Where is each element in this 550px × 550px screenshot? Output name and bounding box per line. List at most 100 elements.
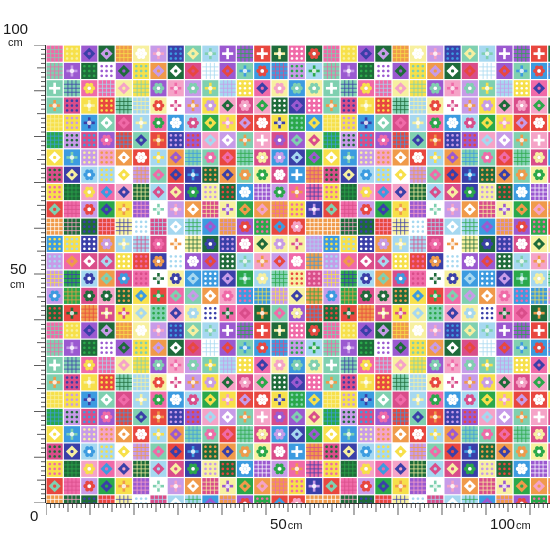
patch-square	[461, 357, 478, 374]
patch-square	[185, 460, 202, 477]
patch-square	[444, 495, 461, 503]
patch-square	[115, 391, 132, 408]
patch-square	[46, 305, 63, 322]
patch-square	[427, 80, 444, 97]
patch-square	[185, 322, 202, 339]
patch-square	[513, 166, 530, 183]
patch-square	[219, 495, 236, 503]
patch-square	[133, 478, 150, 495]
patch-square	[323, 391, 340, 408]
patch-square	[236, 235, 253, 252]
patch-square	[375, 62, 392, 79]
patch-square	[392, 305, 409, 322]
patch-square	[375, 80, 392, 97]
patch-square	[271, 391, 288, 408]
patch-square	[202, 166, 219, 183]
patch-square	[548, 426, 550, 443]
patch-square	[185, 253, 202, 270]
patch-square	[150, 97, 167, 114]
patch-square	[271, 426, 288, 443]
patch-square	[81, 253, 98, 270]
patch-square	[133, 45, 150, 62]
patch-square	[81, 426, 98, 443]
patch-square	[375, 339, 392, 356]
patch-square	[150, 45, 167, 62]
patch-square	[531, 339, 548, 356]
patch-square	[513, 270, 530, 287]
patch-square	[427, 495, 444, 503]
patch-square	[288, 374, 305, 391]
patch-square	[63, 339, 80, 356]
patch-square	[479, 80, 496, 97]
patch-square	[358, 132, 375, 149]
patch-square	[375, 97, 392, 114]
patch-square	[548, 287, 550, 304]
patch-square	[409, 97, 426, 114]
patch-square	[513, 305, 530, 322]
patch-square	[461, 426, 478, 443]
patch-square	[479, 443, 496, 460]
patch-square	[236, 374, 253, 391]
patch-square	[115, 253, 132, 270]
patch-square	[133, 80, 150, 97]
patch-square	[167, 62, 184, 79]
patch-square	[46, 270, 63, 287]
patch-square	[548, 495, 550, 503]
patch-square	[236, 495, 253, 503]
patch-square	[219, 235, 236, 252]
patch-square	[340, 149, 357, 166]
patch-square	[479, 201, 496, 218]
patch-square	[167, 495, 184, 503]
patch-square	[548, 478, 550, 495]
patch-square	[409, 62, 426, 79]
patch-square	[531, 357, 548, 374]
patch-square	[323, 322, 340, 339]
patch-square	[427, 62, 444, 79]
patch-square	[98, 166, 115, 183]
patch-square	[409, 408, 426, 425]
patch-square	[81, 374, 98, 391]
patch-square	[81, 305, 98, 322]
patch-square	[46, 426, 63, 443]
patch-square	[323, 305, 340, 322]
patch-square	[392, 62, 409, 79]
patch-square	[479, 270, 496, 287]
patch-square	[444, 97, 461, 114]
patch-square	[288, 62, 305, 79]
patch-square	[375, 235, 392, 252]
patch-square	[340, 443, 357, 460]
patch-square	[115, 495, 132, 503]
patch-square	[288, 426, 305, 443]
patch-square	[531, 218, 548, 235]
patch-square	[340, 253, 357, 270]
patch-square	[98, 408, 115, 425]
patch-square	[427, 166, 444, 183]
patch-square	[323, 132, 340, 149]
patch-square	[98, 339, 115, 356]
patch-square	[236, 460, 253, 477]
patch-square	[150, 253, 167, 270]
patch-square	[288, 45, 305, 62]
patch-square	[496, 287, 513, 304]
patch-square	[323, 408, 340, 425]
patch-square	[323, 166, 340, 183]
patch-square	[98, 357, 115, 374]
patch-square	[219, 460, 236, 477]
patch-square	[409, 132, 426, 149]
patch-square	[133, 460, 150, 477]
patch-square	[98, 114, 115, 131]
patch-square	[513, 45, 530, 62]
patch-square	[531, 270, 548, 287]
patch-square	[167, 166, 184, 183]
patch-square	[358, 443, 375, 460]
patch-square	[548, 184, 550, 201]
patch-square	[392, 339, 409, 356]
patch-square	[150, 443, 167, 460]
patch-square	[479, 357, 496, 374]
patch-square	[479, 478, 496, 495]
patch-square	[358, 45, 375, 62]
patch-square	[323, 114, 340, 131]
patch-square	[496, 253, 513, 270]
patch-square	[150, 478, 167, 495]
patch-square	[288, 339, 305, 356]
